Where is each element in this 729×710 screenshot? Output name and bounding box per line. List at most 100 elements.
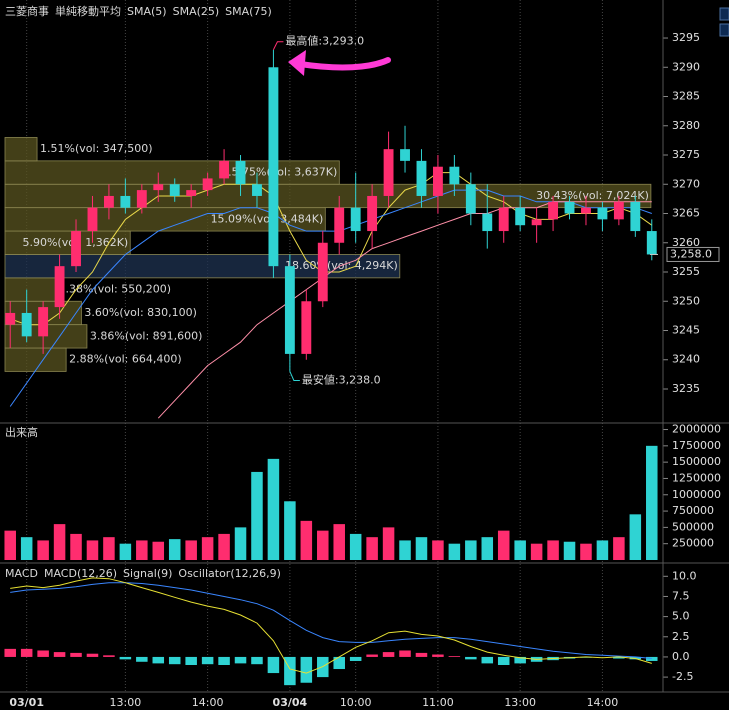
y-tick-label: 10.0 — [672, 569, 697, 582]
last-price-box — [666, 246, 720, 262]
volume-bar — [317, 530, 329, 560]
y-tick-label: 0.0 — [672, 650, 690, 663]
oscillator-bar — [481, 656, 494, 664]
y-tick-label: 3255 — [672, 265, 700, 278]
oscillator-bar — [218, 656, 230, 665]
candle-body — [581, 207, 591, 214]
volume-bar — [267, 458, 280, 560]
oscillator-bar — [20, 648, 33, 657]
volume-bar — [415, 537, 428, 560]
candle-body — [400, 149, 410, 161]
oscillator-bar — [152, 656, 165, 664]
candle-body — [334, 207, 345, 243]
oscillator-bar — [234, 656, 247, 664]
x-tick-label: 14:00 — [587, 696, 619, 709]
candle-body — [120, 195, 131, 208]
y-tick-label: 3245 — [672, 324, 700, 337]
candle-body — [630, 201, 641, 232]
oscillator-bar — [119, 656, 132, 660]
volume-bar — [152, 541, 165, 560]
oscillator-bar — [497, 656, 510, 665]
y-tick-label: 3260 — [672, 236, 700, 249]
volume-bar — [234, 527, 247, 560]
y-tick-label: 5.0 — [672, 610, 690, 623]
x-tick-label: 10:00 — [340, 696, 372, 709]
volume-bar — [563, 541, 576, 560]
candle-body — [646, 231, 657, 255]
y-tick-label: 1000000 — [672, 488, 721, 501]
volume-profile-label: 2.38%(vol: 550,200) — [59, 283, 172, 296]
volume-bar — [432, 540, 444, 560]
candle-body — [597, 207, 608, 220]
y-tick-label: 1250000 — [672, 471, 721, 484]
highlight-arrow — [297, 57, 391, 71]
oscillator-bar — [366, 654, 378, 657]
y-tick-label: 1750000 — [672, 439, 721, 452]
oscillator-bar — [70, 652, 82, 657]
volume-bar — [596, 540, 609, 560]
oscillator-bar — [432, 654, 444, 657]
oscillator-bar — [86, 653, 99, 657]
x-tick-label: 14:00 — [192, 696, 224, 709]
legend-label: 単純移動平均 — [55, 4, 121, 18]
volume-profile-bar — [4, 347, 67, 372]
volume-profile-label: 30.43%(vol: 7,024K) — [536, 189, 649, 202]
macd-line — [10, 582, 652, 659]
toolbar-button[interactable] — [719, 23, 729, 37]
x-tick-label: 13:00 — [504, 696, 536, 709]
candle-body — [38, 307, 49, 337]
toolbar-button[interactable] — [719, 7, 729, 21]
volume-bar — [86, 540, 99, 560]
oscillator-bar — [37, 650, 49, 657]
annotation-label: 最高値:3,293.0 — [285, 34, 364, 48]
candle-body — [432, 166, 443, 196]
candle-body — [465, 184, 476, 214]
candle-body — [613, 201, 624, 220]
oscillator-bar — [4, 648, 16, 657]
candle-body — [219, 160, 230, 179]
legend-label: 出来高 — [5, 425, 38, 439]
oscillator-bar — [465, 656, 477, 660]
candle-body — [531, 219, 542, 226]
volume-bar — [530, 543, 543, 560]
candle-body — [54, 266, 65, 308]
candle-body — [186, 190, 197, 196]
legend-label: Signal(9) — [123, 567, 172, 580]
y-tick-label: 750000 — [672, 504, 714, 517]
volume-bar — [481, 537, 494, 560]
legend-label: SMA(25) — [173, 5, 220, 18]
sma-line — [9, 189, 652, 407]
candle-body — [383, 149, 394, 196]
volume-bar — [251, 471, 263, 560]
oscillator-bar — [185, 656, 197, 665]
y-tick-label: 3240 — [672, 353, 700, 366]
volume-bar — [103, 537, 115, 560]
volume-bar — [284, 501, 296, 560]
volume-bar — [497, 530, 510, 560]
volume-bar — [629, 514, 642, 560]
volume-bar — [70, 533, 82, 560]
volume-bar — [349, 533, 362, 560]
y-tick-label: 3265 — [672, 207, 700, 220]
candle-body — [317, 242, 328, 302]
y-tick-label: 250000 — [672, 537, 714, 550]
oscillator-bar — [382, 652, 395, 657]
volume-profile-label: 1.51%(vol: 347,500) — [40, 142, 153, 155]
volume-profile-label: 2.88%(vol: 664,400) — [69, 353, 182, 366]
candle-body — [350, 207, 361, 232]
y-tick-label: 3280 — [672, 119, 700, 132]
volume-bar — [514, 540, 526, 560]
candle-body — [564, 201, 575, 214]
volume-bar — [4, 530, 16, 560]
annotation-pointer — [289, 371, 300, 381]
candle-body — [301, 301, 312, 354]
legend-label: SMA(75) — [225, 5, 272, 18]
legend-label: Oscillator(12,26,9) — [178, 567, 280, 580]
volume-bar — [53, 524, 66, 560]
volume-profile-label: 15.09%(vol: 3,484K) — [211, 212, 324, 225]
volume-bar — [448, 543, 461, 560]
volume-bar — [300, 520, 313, 560]
candle-body — [482, 213, 493, 232]
volume-bar — [119, 543, 132, 560]
